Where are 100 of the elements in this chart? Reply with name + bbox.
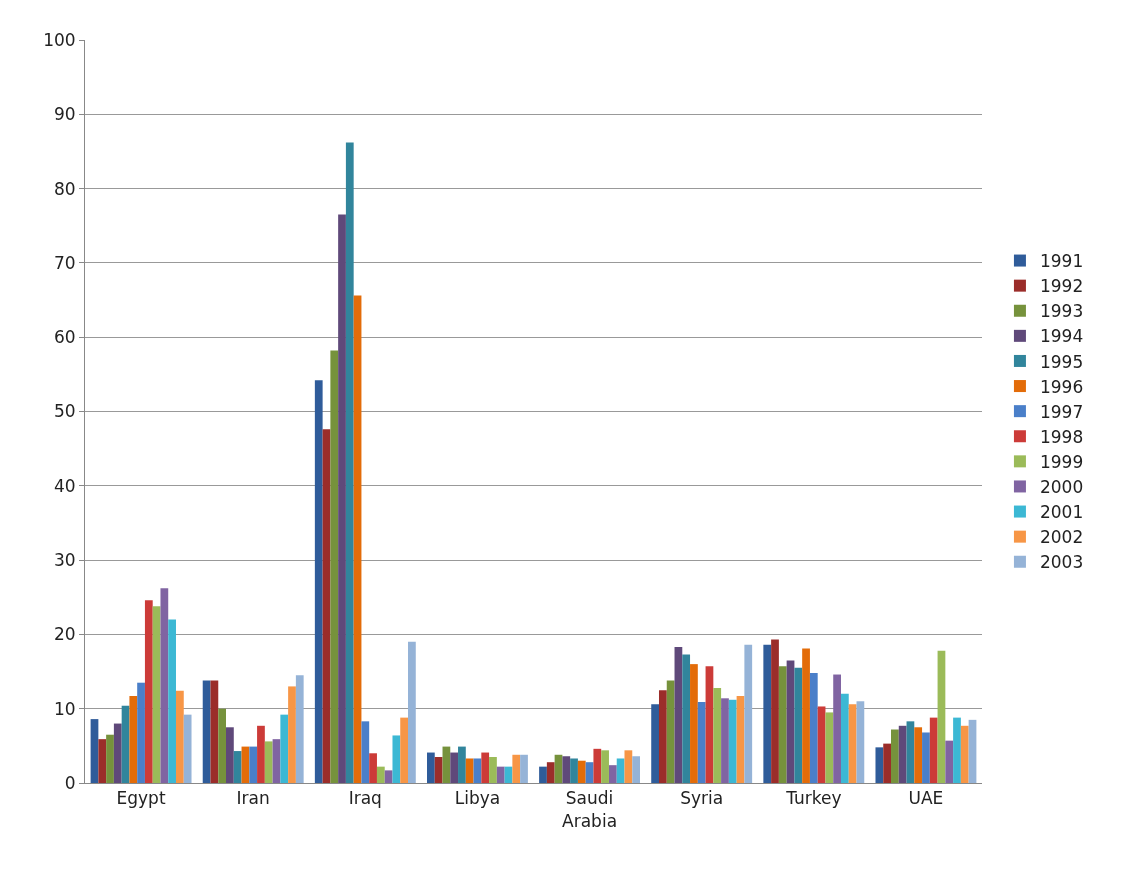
bar xyxy=(562,756,571,783)
bar xyxy=(539,766,547,783)
bar xyxy=(601,750,609,783)
bar xyxy=(697,702,706,783)
bar xyxy=(90,719,99,783)
legend-label: 1991 xyxy=(1039,251,1084,272)
bar xyxy=(338,214,346,783)
bar xyxy=(249,746,258,783)
bar xyxy=(113,723,122,783)
bar xyxy=(168,619,176,783)
y-tick-label: 50 xyxy=(53,401,76,422)
bar xyxy=(152,606,161,783)
bar xyxy=(690,664,698,783)
bar xyxy=(809,673,818,783)
bar xyxy=(98,739,107,783)
bar xyxy=(945,740,954,783)
bar xyxy=(771,639,779,783)
bar xyxy=(616,758,625,783)
bar xyxy=(914,727,923,783)
bar xyxy=(786,660,795,783)
bar xyxy=(257,725,265,783)
bar xyxy=(280,714,289,783)
bar xyxy=(960,725,969,783)
bar xyxy=(392,735,401,783)
bar xyxy=(369,753,377,783)
bar xyxy=(345,142,354,783)
bar xyxy=(272,739,281,783)
y-tick-label: 30 xyxy=(53,550,76,571)
legend-label: 1992 xyxy=(1039,276,1084,297)
bar xyxy=(651,704,659,783)
bar xyxy=(546,762,555,783)
bar xyxy=(922,732,930,783)
bar xyxy=(295,675,304,783)
bar xyxy=(705,666,714,783)
bar xyxy=(376,766,385,783)
y-tick-label: 20 xyxy=(53,624,76,645)
bar xyxy=(322,429,331,783)
bar xyxy=(682,654,691,783)
bar xyxy=(408,641,416,783)
legend-label: 1999 xyxy=(1039,451,1084,472)
bar xyxy=(288,686,296,783)
bar xyxy=(840,693,849,783)
bar xyxy=(624,750,633,783)
y-tick-label: 0 xyxy=(64,772,76,793)
y-tick-label: 90 xyxy=(53,104,76,125)
bar xyxy=(763,644,772,783)
bar xyxy=(330,350,339,783)
bar xyxy=(218,708,227,783)
bar xyxy=(129,696,138,783)
bar xyxy=(713,687,722,783)
bar xyxy=(210,680,219,783)
bar xyxy=(817,706,826,783)
bar xyxy=(825,712,834,783)
bar xyxy=(736,696,745,783)
bar xyxy=(226,727,234,783)
bar xyxy=(175,690,184,783)
bar xyxy=(674,647,683,783)
bar xyxy=(744,644,753,783)
bar xyxy=(937,650,946,783)
bar xyxy=(794,667,803,783)
legend-label: 2000 xyxy=(1039,477,1084,498)
bar xyxy=(570,758,578,783)
bar xyxy=(512,754,521,783)
bar xyxy=(137,682,145,783)
bar xyxy=(891,729,899,783)
bar xyxy=(426,752,435,783)
y-tick-label: 10 xyxy=(53,698,76,719)
bar xyxy=(160,588,169,783)
bar xyxy=(802,648,810,783)
bar xyxy=(833,674,841,783)
y-tick-label: 40 xyxy=(53,475,76,496)
y-tick-label: 80 xyxy=(53,178,76,199)
bar xyxy=(520,754,528,783)
bar xyxy=(875,747,884,783)
bar xyxy=(496,766,505,783)
bar xyxy=(666,680,675,783)
y-tick-label: 70 xyxy=(53,252,76,273)
bar xyxy=(481,752,490,783)
bar xyxy=(585,762,594,783)
bar xyxy=(400,717,409,783)
bar xyxy=(608,765,617,783)
bar xyxy=(489,757,497,783)
y-tick-label: 60 xyxy=(53,327,76,348)
x-tick-label: Syria xyxy=(680,788,724,809)
bar xyxy=(473,758,482,783)
bar xyxy=(883,743,892,783)
x-tick-label: Turkey xyxy=(785,788,842,809)
bar xyxy=(848,704,857,783)
bar xyxy=(953,717,961,783)
bar xyxy=(632,756,641,783)
bar xyxy=(353,295,362,783)
x-tick-label: Iraq xyxy=(348,788,382,809)
bar xyxy=(465,758,474,783)
legend-label: 2001 xyxy=(1039,502,1084,523)
bar xyxy=(106,734,114,783)
legend-label: 1997 xyxy=(1039,401,1084,422)
legend-label: 1994 xyxy=(1039,326,1084,347)
bar xyxy=(202,680,211,783)
bar xyxy=(658,690,667,783)
x-tick-label: Iran xyxy=(236,788,270,809)
